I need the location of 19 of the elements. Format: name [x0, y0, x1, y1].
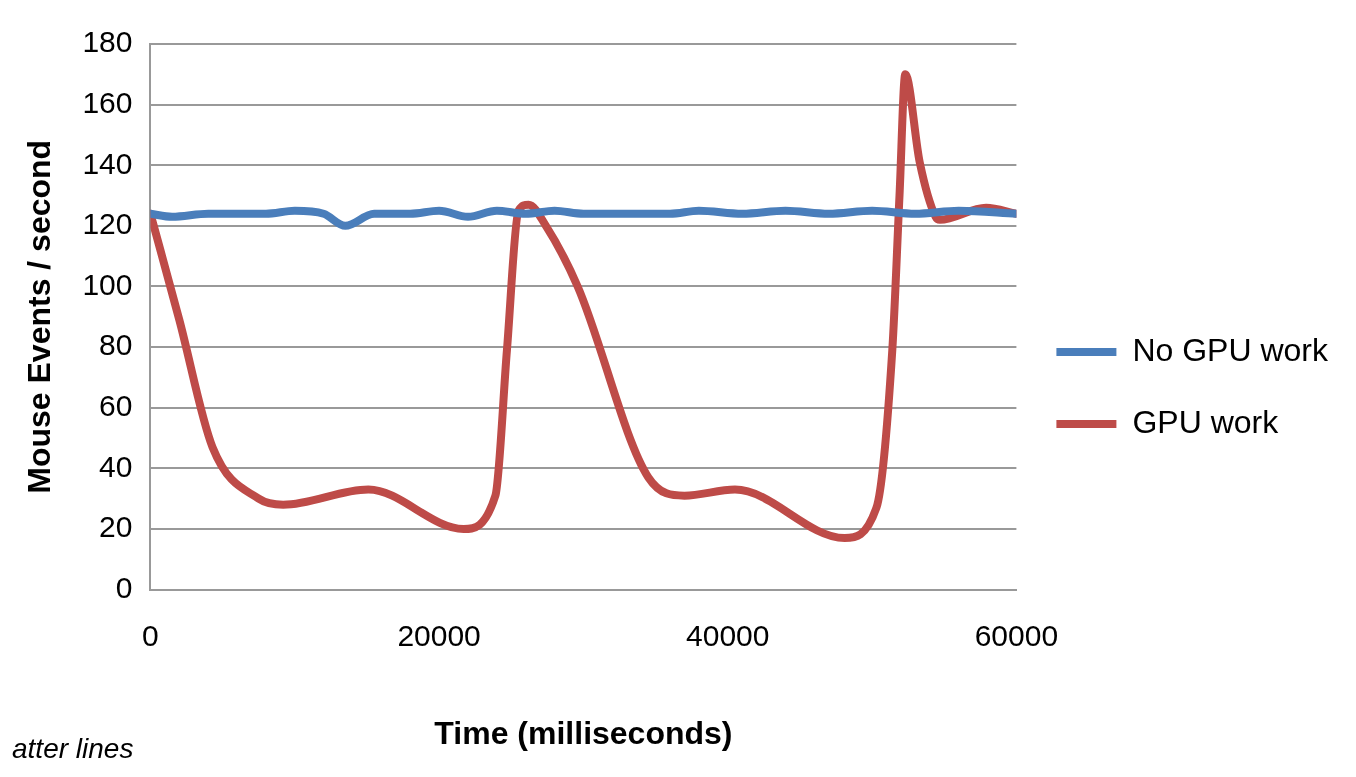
y-tick-label: 0: [115, 570, 133, 604]
x-tick-label: 40000: [686, 618, 770, 652]
x-axis-title: Time (milliseconds): [434, 714, 733, 751]
y-tick-label: 100: [82, 267, 133, 301]
y-tick-label: 40: [99, 449, 133, 483]
y-tick-label: 120: [82, 207, 133, 241]
y-tick-label: 140: [82, 146, 133, 180]
x-tick-label: 60000: [974, 618, 1059, 652]
legend-label: No GPU work: [1132, 331, 1329, 368]
y-tick-label: 80: [99, 328, 133, 362]
y-tick-label: 160: [82, 85, 133, 119]
text: atter lines: [12, 732, 134, 764]
x-tick-label: 20000: [397, 618, 481, 652]
y-tick-label: 180: [82, 25, 133, 59]
y-tick-label: 60: [99, 389, 133, 422]
x-tick-label: 0: [142, 618, 159, 652]
y-axis-title: Mouse Events / second: [21, 139, 58, 494]
legend-label: GPU work: [1132, 403, 1280, 440]
y-tick-label: 20: [99, 510, 133, 544]
